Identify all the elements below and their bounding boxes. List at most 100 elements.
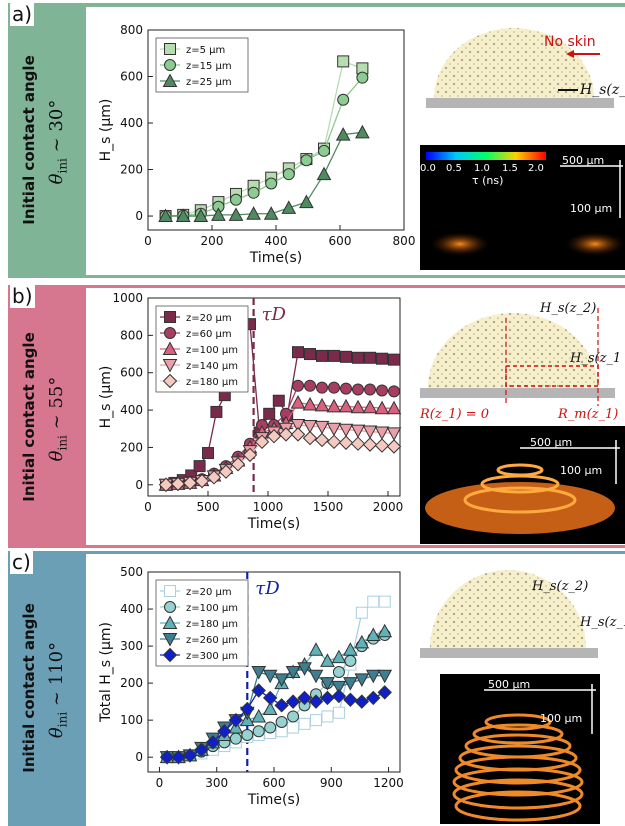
data-point: [297, 662, 312, 676]
data-point: [365, 627, 381, 641]
x-tick-label: 1200: [373, 776, 404, 790]
chart-c: 0 300 600 900 1200 0 100 200 300 400 500 Time(s) Tot…: [98, 565, 404, 808]
svg-text:1.0: 1.0: [474, 163, 490, 174]
data-point: [316, 381, 328, 394]
fluorescence-stack: [452, 713, 584, 822]
data-point: [343, 692, 358, 707]
legend-label: z=20 µm: [186, 587, 232, 598]
panel-a-theta: θini ~ 30°: [46, 99, 70, 185]
legend-label: z=25 µm: [186, 77, 232, 88]
y-tick-label: 200: [120, 676, 143, 690]
legend-marker: [164, 311, 176, 323]
data-point: [290, 427, 306, 442]
no-skin-label: No skin: [544, 34, 596, 50]
data-point: [229, 732, 242, 745]
y-tick-label: 500: [120, 565, 143, 579]
data-point: [350, 424, 366, 439]
legend-label: z=180 µm: [186, 377, 238, 388]
fluorescence-blob-right: [565, 232, 625, 256]
data-point: [374, 400, 390, 415]
y-axis-label: H_s (µm): [98, 366, 114, 429]
y-tick-label: 0: [135, 209, 143, 223]
panel-c-top-border: [86, 551, 625, 554]
legend-label: z=100 µm: [186, 345, 238, 356]
data-point: [378, 595, 391, 608]
data-point: [297, 690, 312, 706]
data-point: [285, 666, 301, 680]
data-point: [241, 728, 254, 741]
x-tick-label: 600: [263, 776, 286, 790]
legend-label: z=260 µm: [186, 635, 238, 646]
data-point: [350, 436, 366, 451]
legend-label: z=140 µm: [186, 361, 238, 372]
data-point: [388, 385, 400, 398]
data-point: [377, 623, 393, 638]
series-line: [165, 77, 363, 217]
data-point: [366, 690, 381, 706]
data-point: [338, 423, 354, 438]
tau-d-label: τD: [262, 304, 287, 325]
hs-z1-label: H_s(z_1: [569, 351, 621, 366]
x-tick-label: 1500: [313, 500, 344, 514]
legend-label: z=15 µm: [186, 61, 232, 72]
data-point: [364, 351, 376, 364]
data-point: [362, 399, 378, 414]
data-point: [194, 742, 209, 757]
colorbar: [426, 152, 546, 160]
data-point: [175, 208, 191, 223]
data-point: [278, 427, 294, 442]
data-point: [262, 701, 278, 716]
y-axis-label: Total H_s (µm): [98, 622, 114, 723]
legend-marker: [162, 341, 178, 355]
hs-z1-label: H_s(z_1: [579, 82, 625, 98]
data-point: [290, 419, 306, 433]
data-point: [338, 435, 354, 450]
hs-z2-label: H_s(z_2): [539, 301, 596, 316]
tau-d-label: τD: [255, 578, 280, 599]
legend-marker: [162, 359, 178, 373]
data-point: [364, 383, 376, 396]
scale-100: 100 µm: [560, 464, 602, 477]
data-point: [242, 447, 258, 463]
data-point: [251, 666, 267, 680]
data-point: [285, 694, 301, 709]
data-point: [304, 348, 316, 361]
panel-b-top-border: [86, 285, 625, 288]
panel-a: Initial contact angle θini ~ 30° a) 0 200…: [0, 0, 625, 282]
data-point: [251, 708, 267, 723]
svg-text:1.5: 1.5: [502, 163, 518, 174]
data-point: [302, 430, 318, 446]
colorbar-ticks: 0.0 0.5 1.0 1.5 2.0: [420, 163, 544, 174]
data-point: [218, 464, 234, 479]
data-point: [314, 420, 330, 435]
data-point: [246, 206, 261, 220]
y-tick-label: 400: [120, 116, 143, 130]
y-tick-label: 200: [120, 163, 143, 177]
svg-text:0.5: 0.5: [446, 163, 462, 174]
fluorescence-ring: [463, 486, 577, 514]
data-point: [376, 384, 388, 397]
x-tick-label: 0: [144, 234, 152, 248]
data-point: [194, 473, 210, 489]
data-point: [308, 694, 324, 709]
data-point: [210, 405, 223, 418]
data-point: [352, 351, 364, 364]
data-point: [228, 712, 244, 728]
legend-marker: [164, 601, 176, 613]
x-tick-label: 600: [329, 234, 352, 248]
legend-marker: [164, 59, 176, 71]
data-point: [292, 379, 304, 392]
x-axis-label: Time(s): [249, 250, 302, 266]
series-2: [158, 124, 370, 223]
substrate-bar: [420, 388, 615, 398]
data-point: [326, 434, 342, 450]
data-point: [308, 642, 324, 656]
legend-label: z=180 µm: [186, 619, 238, 630]
data-point: [310, 714, 322, 727]
y-tick-label: 100: [120, 713, 143, 727]
data-point: [355, 124, 370, 139]
data-point: [386, 400, 402, 415]
data-point: [202, 447, 214, 460]
data-point: [354, 634, 370, 649]
x-tick-label: 300: [205, 776, 228, 790]
